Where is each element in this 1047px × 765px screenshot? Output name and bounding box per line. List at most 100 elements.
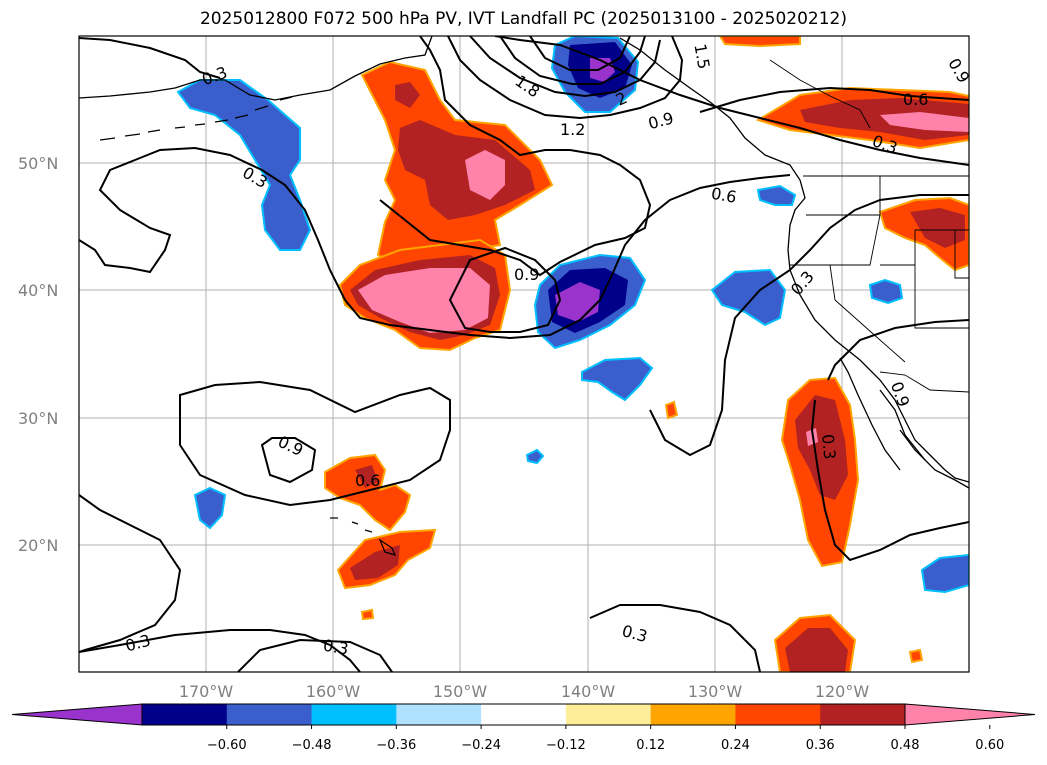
colorbar: −0.60 −0.48 −0.36 −0.24 −0.12 0.12 0.24 0.36 0.4… [11, 703, 1036, 753]
contour-0.9-small [260, 437, 317, 484]
contour-1.8 [499, 36, 646, 85]
colorbar-extend-min [11, 703, 143, 726]
colorbar-tick-label: 0.48 [891, 738, 920, 753]
red-core-bottom [785, 628, 848, 672]
orange-speck-3 [360, 608, 375, 621]
lon-label-140w: 140°W [561, 682, 616, 701]
red-core-north-central [398, 120, 535, 220]
coast-gulf-california [879, 389, 926, 461]
blue-blob-south-central [581, 356, 654, 402]
border-states-3 [829, 264, 906, 363]
lat-label-20n: 20°N [18, 536, 58, 555]
colorbar-tick-label: 0.60 [975, 738, 1004, 753]
colorbar-tick-label: −0.60 [207, 738, 247, 753]
contour-0.3-ca [649, 194, 969, 457]
contour-0.6-east [699, 86, 969, 113]
map-title: 2025012800 F072 500 hPa PV, IVT Landfall… [199, 9, 847, 29]
border-states-6 [954, 230, 969, 279]
colorbar-cell [481, 704, 567, 725]
border-states-4 [880, 229, 969, 266]
lon-label-160w: 160°W [306, 682, 361, 701]
colorbar-ticks: −0.60 −0.48 −0.36 −0.24 −0.12 0.12 0.24 0.36 0.4… [207, 725, 1004, 753]
lon-label-130w: 130°W [688, 682, 743, 701]
colorbar-cell [650, 704, 736, 725]
lon-label-120w: 120°W [815, 682, 870, 701]
red-core-north-small [395, 82, 420, 108]
orange-blob-top-right [718, 36, 801, 48]
colorbar-cell [396, 704, 482, 725]
colorbar-cell [735, 704, 821, 725]
red-core-east-us [910, 208, 965, 248]
red-core-baja [795, 395, 848, 500]
latitude-labels: 50°N 40°N 30°N 20°N [18, 154, 58, 555]
contour-0.6-mid [379, 36, 652, 277]
orange-speck-1 [664, 400, 679, 420]
contour-label-16: 0.3 [818, 433, 839, 460]
colorbar-cell [565, 704, 652, 725]
contour-label-6: 1.2 [560, 120, 585, 139]
contour-label-15: 0.6 [355, 471, 380, 490]
colorbar-tick-label: 0.24 [721, 738, 750, 753]
red-core-hawaii-north [355, 465, 378, 488]
coast-mexico [899, 429, 969, 489]
pink-core-canada-east [880, 112, 969, 132]
contour-label-10: 0.6 [710, 184, 738, 207]
contour-0.3-east-loop [827, 319, 969, 381]
lon-label-170w: 170°W [179, 682, 234, 701]
blue-blob-southeast [920, 553, 969, 594]
red-core-hawaii-south [350, 545, 400, 580]
contour-0.9-central [179, 380, 451, 507]
contour-0.3-topleft [79, 37, 221, 79]
contour-label-4: 1.5 [690, 42, 713, 70]
political-borders [769, 59, 969, 393]
contour-0.3-north [79, 146, 791, 340]
colorbar-cell [311, 704, 397, 725]
contour-0.9-low [448, 246, 562, 333]
contour-0.3-bottom-right [589, 604, 761, 672]
blue-blob-aleutian [176, 79, 312, 251]
lat-label-30n: 30°N [18, 409, 58, 428]
orange-speck-2 [908, 648, 924, 664]
contour-0.3-baja [810, 399, 969, 562]
map-frame [78, 35, 970, 673]
contour-0.3-south-2 [79, 629, 361, 672]
contour-0.3-bottom [237, 638, 393, 672]
blue-blob-canada [756, 184, 797, 206]
colorbar-cells [11, 703, 1036, 726]
contour-label-12: 0.9 [514, 265, 539, 284]
colorbar-cell [142, 704, 228, 725]
contour-1.2 [447, 36, 684, 120]
colorbar-extend-max [904, 703, 1036, 726]
pink-core-baja [806, 428, 818, 446]
pink-core-north-central [465, 150, 505, 200]
map-area [79, 36, 969, 672]
longitude-labels: 170°W 160°W 150°W 140°W 130°W 120°W [179, 682, 870, 701]
colorbar-tick-label: 0.36 [806, 738, 835, 753]
coast-aleutians [99, 96, 293, 141]
pv-contours [79, 36, 969, 672]
contour-label-18: 0.3 [322, 636, 350, 659]
colorbar-tick-label: 0.12 [636, 738, 665, 753]
colorbar-tick-label: −0.36 [376, 738, 416, 753]
blue-blob-hawaii-west [193, 486, 227, 530]
blue-blob-offshore-ca [710, 268, 787, 327]
colorbar-tick-label: −0.12 [546, 738, 586, 753]
island-4 [378, 538, 397, 556]
lat-label-40n: 40°N [18, 281, 58, 300]
contour-0.9-upper [494, 36, 969, 166]
blue-blob-small-south [525, 448, 545, 465]
lon-label-150w: 150°W [433, 682, 488, 701]
blue-blob-small-east [868, 278, 904, 305]
lat-label-50n: 50°N [18, 154, 58, 173]
hawaii-islands [330, 517, 397, 556]
contour-2 [529, 36, 631, 71]
contour-label-9: 0.6 [903, 90, 928, 109]
coast-alaska-bering [79, 36, 433, 101]
island-3 [364, 529, 373, 533]
colorbar-cell [820, 704, 906, 725]
border-states-5 [914, 265, 969, 329]
border-states-2 [790, 214, 881, 266]
colorbar-outline [141, 703, 906, 726]
island-2 [351, 521, 359, 525]
colorbar-tick-label: −0.48 [292, 738, 332, 753]
